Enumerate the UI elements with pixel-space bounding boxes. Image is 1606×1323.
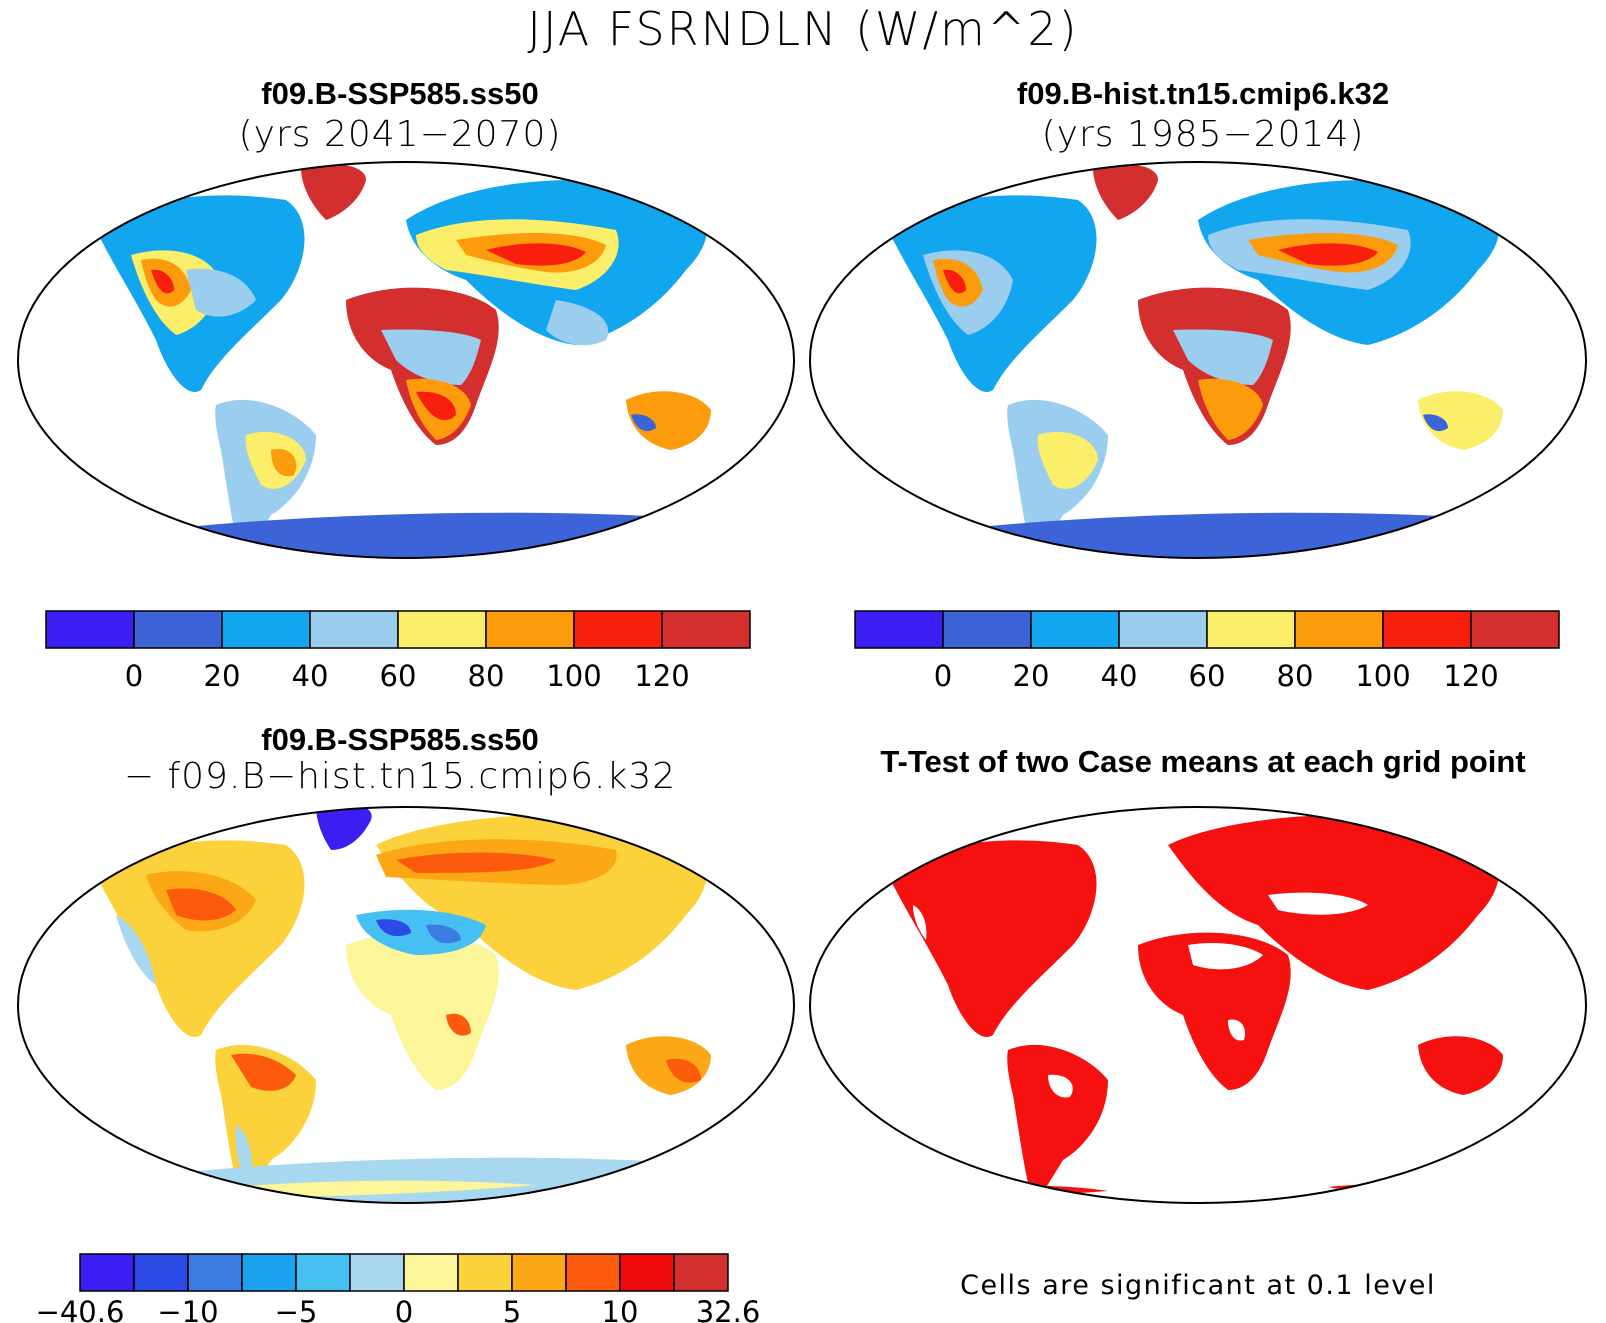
colorbar-diff-tick-label: −40.6 — [36, 1295, 125, 1323]
colorbar-diff-swatch — [403, 1253, 459, 1292]
colorbar-case2-tick-label: 20 — [1013, 659, 1050, 693]
colorbar-case1-swatch — [309, 610, 399, 649]
colorbar-case2-swatch — [854, 610, 944, 649]
map-case2-fill — [810, 162, 1586, 558]
map-ttest — [809, 806, 1587, 1204]
colorbar-diff-swatch — [241, 1253, 297, 1292]
map-case1 — [17, 161, 795, 559]
panel-title-ttest: T-Test of two Case means at each grid po… — [880, 744, 1526, 779]
colorbar-diff-tick-label: −5 — [275, 1295, 318, 1323]
colorbar-diff-swatch — [673, 1253, 729, 1292]
colorbar-diff-tick-label: −10 — [157, 1295, 218, 1323]
colorbar-case1-tick-label: 100 — [546, 659, 601, 693]
colorbar-diff-swatch — [457, 1253, 513, 1292]
colorbar-diff-swatch — [187, 1253, 243, 1292]
colorbar-case2: 0 20 40 60 80 100 120 — [854, 610, 1560, 693]
colorbar-case1-tick-label: 120 — [634, 659, 689, 693]
colorbar-diff-tick-label: 5 — [503, 1295, 521, 1323]
colorbar-case2-tick-label: 60 — [1189, 659, 1226, 693]
colorbar-case1-swatch — [133, 610, 223, 649]
panel-title-case2: f09.B-hist.tn15.cmip6.k32 — [1016, 76, 1390, 111]
colorbar-case2-swatch — [1294, 610, 1384, 649]
colorbar-case1-tick-label: 0 — [125, 659, 143, 693]
colorbar-diff-tick-label: 10 — [602, 1295, 639, 1323]
colorbar-diff-swatch — [295, 1253, 351, 1292]
colorbar-case2-tick-label: 0 — [934, 659, 952, 693]
colorbar-diff-swatch — [133, 1253, 189, 1292]
colorbar-case2-swatch — [1206, 610, 1296, 649]
colorbar-case2-swatch — [1470, 610, 1560, 649]
colorbar-diff: −40.6 −10 −5 0 5 10 32.6 — [36, 1253, 761, 1323]
colorbar-case1: 0 20 40 60 80 100 120 — [45, 610, 751, 693]
colorbar-case1-swatch — [221, 610, 311, 649]
colorbar-diff-swatch — [79, 1253, 135, 1292]
colorbar-diff-swatch — [511, 1253, 567, 1292]
significance-note: Cells are significant at 0.1 level — [960, 1270, 1436, 1301]
colorbar-case2-tick-label: 100 — [1355, 659, 1410, 693]
colorbar-case1-swatch — [397, 610, 487, 649]
map-case1-fill — [18, 162, 794, 558]
colorbar-diff-swatch — [565, 1253, 621, 1292]
colorbar-case1-swatch — [45, 610, 135, 649]
figure-title: JJA FSRNDLN (W/m^2) — [527, 2, 1079, 56]
colorbar-diff-swatch — [349, 1253, 405, 1292]
colorbar-case2-swatch — [1382, 610, 1472, 649]
panel-subtitle-case1: (yrs 2041−2070) — [238, 114, 562, 155]
colorbar-case1-tick-label: 60 — [380, 659, 417, 693]
colorbar-diff-tick-label: 32.6 — [696, 1295, 761, 1323]
colorbar-case1-tick-label: 40 — [292, 659, 329, 693]
colorbar-case1-swatch — [573, 610, 663, 649]
colorbar-case2-tick-label: 120 — [1443, 659, 1498, 693]
colorbar-case2-tick-label: 80 — [1277, 659, 1314, 693]
map-case2 — [809, 161, 1587, 559]
colorbar-case2-swatch — [1030, 610, 1120, 649]
colorbar-case2-swatch — [1118, 610, 1208, 649]
colorbar-case1-swatch — [485, 610, 575, 649]
panel-subtitle-diff: − f09.B−hist.tn15.cmip6.k32 — [123, 756, 677, 797]
map-ttest-fill — [810, 807, 1586, 1203]
panel-subtitle-case2: (yrs 1985−2014) — [1041, 114, 1365, 155]
panel-title-diff: f09.B-SSP585.ss50 — [261, 722, 539, 757]
colorbar-diff-tick-label: 0 — [395, 1295, 413, 1323]
colorbar-case1-swatch — [661, 610, 751, 649]
colorbar-case1-tick-label: 80 — [468, 659, 505, 693]
map-diff — [17, 806, 795, 1204]
colorbar-diff-swatch — [619, 1253, 675, 1292]
colorbar-case2-swatch — [942, 610, 1032, 649]
colorbar-case2-tick-label: 40 — [1101, 659, 1138, 693]
colorbar-case1-tick-label: 20 — [204, 659, 241, 693]
panel-title-case1: f09.B-SSP585.ss50 — [261, 76, 539, 111]
